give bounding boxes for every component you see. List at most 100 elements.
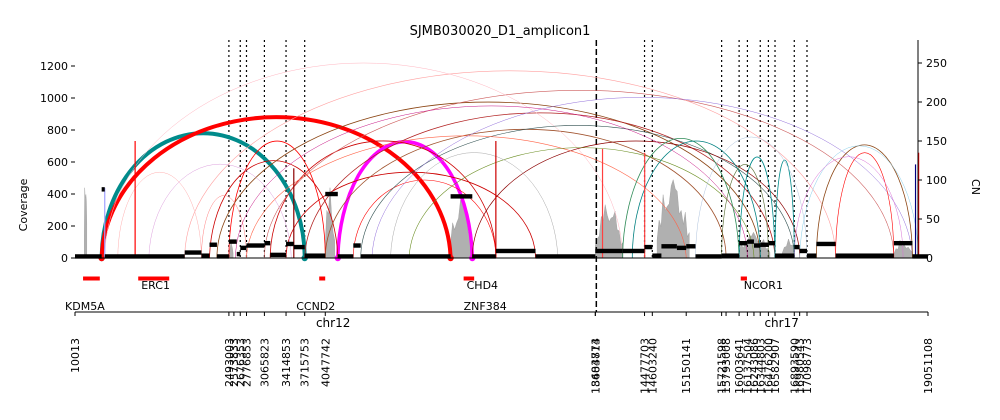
position-label: 15150141 (680, 338, 693, 394)
cn-segment (794, 244, 800, 250)
cn-segment (644, 244, 653, 250)
gene-bar (138, 276, 170, 281)
cn-segment (535, 254, 596, 259)
position-label: 15793008 (720, 338, 733, 394)
cn-segment (806, 253, 817, 258)
cn-segment (495, 248, 536, 254)
breakpoint-arc (471, 140, 801, 259)
cn-segment-layer (75, 187, 928, 259)
breakpoint-arc (390, 152, 559, 259)
chromosome-label: chr12 (316, 316, 350, 330)
breakpoint-arc (269, 140, 497, 259)
breakpoint-arc (774, 159, 795, 259)
cn-segment (201, 253, 210, 258)
position-label: 10013 (69, 338, 82, 373)
breakpoint-arc (209, 160, 339, 259)
position-label: 14477703 (639, 338, 652, 394)
cn-segment (676, 245, 687, 251)
y-axis-left-label: Coverage (17, 178, 30, 231)
cn-segment (228, 239, 237, 244)
cn-segment (184, 250, 202, 255)
cn-segment (209, 242, 217, 247)
breakpoint-arc (99, 115, 453, 260)
gene-label: NCOR1 (744, 279, 783, 292)
gene-label: ERC1 (141, 279, 170, 292)
breakpoint-arc (304, 112, 776, 259)
position-label: 2676353 (234, 338, 247, 387)
cn-segment (104, 254, 185, 259)
position-label: 16476200 (762, 338, 775, 394)
gene-label: CCND2 (296, 300, 335, 313)
left-tick-label: 1200 (40, 60, 68, 73)
right-tick-label: 50 (926, 213, 940, 226)
cn-segment (240, 245, 247, 251)
position-label: 19051108 (922, 338, 935, 394)
breakpoint-arc (631, 140, 761, 259)
cn-segment (264, 240, 271, 246)
cn-segment (236, 251, 241, 257)
breakpoint-arc (353, 179, 497, 259)
breakpoint-arc (264, 90, 895, 259)
right-tick-label: 0 (926, 252, 933, 265)
cn-segment (337, 254, 354, 259)
cn-segment (353, 243, 361, 248)
breakpoint-marker-layer (228, 40, 808, 312)
breakpoint-arc (228, 140, 326, 259)
breakpoint-arc (835, 152, 895, 259)
right-tick-label: 100 (926, 174, 947, 187)
left-tick-label: 800 (47, 124, 68, 137)
right-tick-label: 150 (926, 135, 947, 148)
cn-segment (75, 254, 102, 259)
coverage-region (84, 187, 87, 259)
left-tick-label: 400 (47, 188, 68, 201)
left-tick-label: 1000 (40, 92, 68, 105)
position-label: 2776853 (241, 338, 254, 387)
cn-segment (595, 248, 623, 254)
position-label: 2573833 (228, 338, 241, 387)
gene-bar (740, 276, 747, 281)
left-tick-label: 200 (47, 220, 68, 233)
cn-segment (622, 248, 645, 254)
cn-segment (661, 244, 677, 249)
breakpoint-arc (794, 156, 904, 259)
position-label: 2493003 (223, 338, 236, 387)
breakpoint-arc (816, 144, 913, 259)
position-label: 17098773 (801, 338, 814, 394)
breakpoint-arc (201, 195, 247, 259)
chromosome-label: chr17 (764, 316, 798, 330)
cn-segment (835, 253, 894, 258)
cn-segment (450, 194, 473, 199)
cn-segment (775, 253, 795, 258)
cn-segment (747, 239, 754, 244)
gene-bar (463, 276, 475, 281)
breakpoint-arc (285, 171, 536, 259)
position-label: 4047742 (319, 338, 332, 387)
gene-label: ZNF384 (464, 300, 507, 313)
cn-segment (816, 241, 836, 247)
right-tick-label: 250 (926, 57, 947, 70)
cn-segment (893, 240, 913, 246)
position-label: 8404773 (589, 338, 602, 387)
position-label: 13683814 (589, 338, 602, 394)
x-axis-layer: chr12 chr17 10013 2493003257383326763532776… (69, 312, 935, 394)
position-label: 16980543 (794, 338, 807, 394)
breakpoint-arc (799, 145, 919, 259)
breakpoint-arc (360, 125, 795, 259)
cn-segment (799, 248, 807, 254)
breakpoint-arc (117, 172, 202, 259)
breakpoint-arc (184, 70, 836, 259)
breakpoint-arc (622, 137, 740, 259)
cn-segment (293, 244, 305, 250)
tick-layer: 0 200 400 600 800 1000 1200 0 50 100 150 200 250 (40, 57, 947, 265)
gene-bar (83, 276, 100, 281)
coverage-layer (84, 178, 913, 259)
cn-segment (721, 253, 740, 258)
left-tick-label: 0 (61, 252, 68, 265)
gene-layer: KDM5A ERC1 CCND2 CHD4 ZNF384 NCOR1 (65, 276, 783, 313)
cn-segment (695, 254, 722, 259)
cn-segment (286, 241, 294, 247)
cn-segment (912, 254, 928, 259)
breakpoint-arc (721, 164, 769, 259)
position-label: 14603240 (646, 338, 659, 394)
